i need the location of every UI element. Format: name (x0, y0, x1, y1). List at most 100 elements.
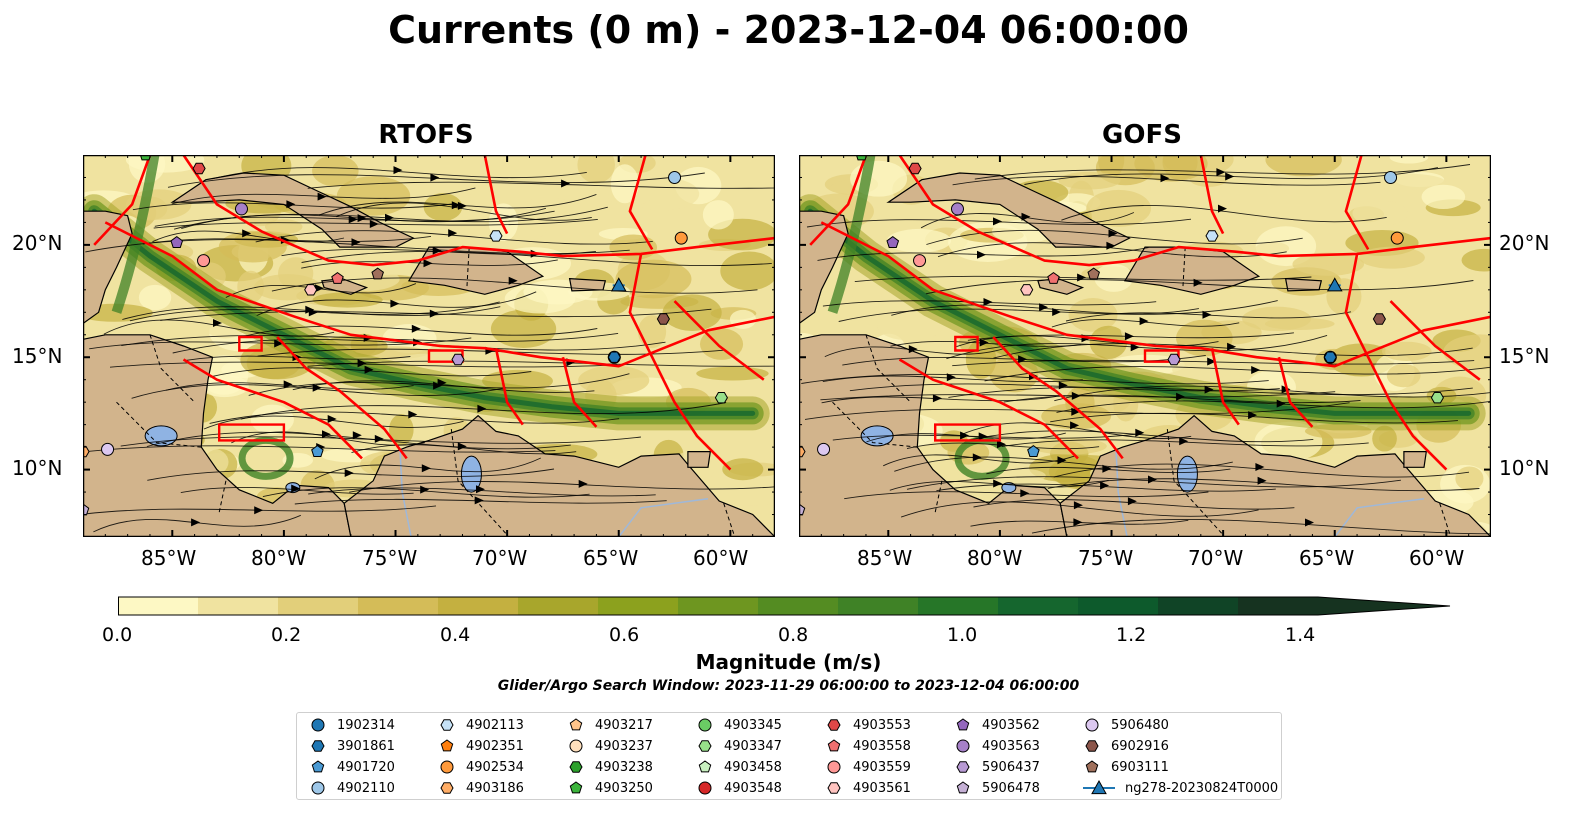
streamline-arrow (1020, 489, 1030, 498)
streamline-arrow (960, 431, 970, 440)
colorbar-tick-label: 0.8 (778, 624, 809, 646)
current-speed-patch (577, 155, 615, 184)
country-border (865, 334, 911, 403)
legend-item: 4903561 (823, 778, 911, 798)
legend-item: 4903563 (952, 736, 1040, 756)
streamline-arrow (561, 179, 571, 188)
legend-item-label: ng278-20230824T0000 (1125, 780, 1279, 796)
eez-boundary (992, 336, 1124, 460)
legend-marker-icon (1085, 760, 1099, 773)
float-marker (714, 392, 728, 404)
streamline (255, 230, 653, 245)
streamline-arrow (983, 298, 993, 306)
streamline-arrow (979, 338, 989, 347)
current-speed-patch (1461, 248, 1491, 272)
lake (460, 455, 482, 493)
streamline (152, 230, 345, 243)
eez-boundary (238, 335, 263, 352)
streamline-arrow (1204, 385, 1214, 394)
x-tick-label-right: 60°W (1409, 546, 1465, 570)
streamline-arrow (429, 309, 439, 318)
streamline-arrow (408, 410, 418, 419)
float-marker (451, 353, 465, 366)
legend-item: 5906480 (1081, 715, 1169, 735)
legend-marker-icon (827, 719, 841, 731)
legend-marker-icon (956, 781, 970, 794)
colorbar-bin (678, 597, 759, 615)
legend-item: 4903186 (436, 778, 524, 798)
streamline-arrow (1124, 332, 1134, 341)
legend: 1902314 3901861 4901720 4902110 4902113 49023… (296, 712, 1282, 800)
colorbar-tick-label: 1.2 (1116, 624, 1147, 646)
streamline-arrow (369, 220, 379, 228)
eez-boundary (1344, 155, 1370, 251)
current-speed-patch (720, 251, 775, 291)
legend-item: 4903237 (565, 736, 653, 756)
legend-item: 4902534 (436, 757, 524, 777)
colorbar-bin (838, 597, 919, 615)
streamline-arrow (1073, 501, 1083, 510)
streamline-arrow (1058, 381, 1068, 390)
legend-item-label: 4901720 (337, 759, 395, 775)
legend-item-label: 4903345 (724, 717, 782, 733)
streamline-arrow (1108, 229, 1118, 238)
country-border (218, 480, 227, 513)
legend-item-label: 4903548 (724, 780, 782, 796)
streamline-arrow (457, 201, 467, 210)
legend-symbol (440, 719, 454, 731)
colorbar-bin (438, 597, 519, 615)
map-panel-gofs[interactable] (799, 155, 1491, 537)
eez-boundary (1199, 155, 1225, 235)
float-marker (799, 503, 806, 516)
colorbar-title: Magnitude (m/s) (695, 650, 882, 674)
legend-symbol (311, 718, 325, 732)
streamline (900, 501, 1259, 518)
current-speed-patch (423, 193, 463, 222)
streamline (231, 431, 425, 446)
current-speed-patch (610, 164, 639, 204)
streamline-arrow (254, 506, 264, 515)
legend-item-label: 4903558 (853, 738, 911, 754)
river (1334, 498, 1425, 537)
float-marker (607, 351, 621, 363)
legend-symbol (698, 760, 712, 773)
current-speed-patch (1086, 189, 1152, 227)
colorbar-bin (1238, 597, 1319, 615)
legend-marker-icon (827, 739, 841, 752)
streamline-arrow (1202, 310, 1212, 319)
map-frame (799, 155, 1491, 537)
float-marker (886, 235, 900, 248)
legend-item-label: 3901861 (337, 738, 395, 754)
x-tick-label-right: 70°W (1188, 546, 1244, 570)
eez-boundary (933, 423, 1002, 442)
legend-symbol (1085, 718, 1099, 732)
legend-marker-icon (440, 719, 454, 731)
streamline (301, 251, 772, 267)
eez-boundary (182, 358, 363, 460)
x-tick-label-right: 75°W (1078, 546, 1134, 570)
legend-item-label: 1902314 (337, 717, 395, 733)
streamline-arrow (474, 496, 484, 505)
streamline-arrow (946, 373, 956, 382)
streamline-arrow (477, 404, 487, 413)
colorbar-extend-arrow (1318, 597, 1450, 615)
eez-boundary (673, 300, 765, 381)
streamline-arrow (430, 173, 440, 182)
streamline-arrow (993, 479, 1003, 488)
eez-boundary (1389, 300, 1481, 381)
current-speed-patch (1421, 184, 1466, 210)
glider-marker (1326, 277, 1343, 292)
streamline-arrow (1106, 241, 1116, 250)
legend-symbol (827, 782, 841, 794)
map-panel-rtofs[interactable] (83, 155, 775, 537)
legend-item-label: 5906478 (982, 780, 1040, 796)
legend-symbol (956, 781, 970, 794)
legend-item: 4903345 (694, 715, 782, 735)
current-speed-patch (504, 283, 576, 314)
country-border (149, 334, 195, 403)
legend-marker-icon (698, 740, 712, 752)
current-speed-patch (1003, 469, 1046, 483)
legend-item: 4903548 (694, 778, 782, 798)
streamline-arrow (344, 469, 354, 477)
legend-item: 4903347 (694, 736, 782, 756)
